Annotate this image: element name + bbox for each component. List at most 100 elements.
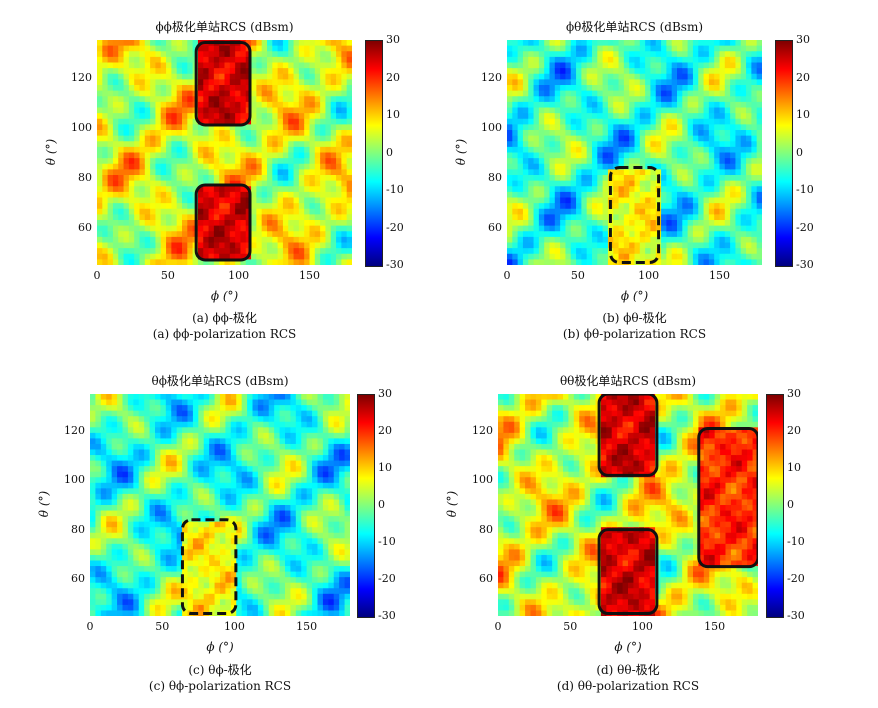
heatmap-cell — [187, 130, 194, 137]
heatmap-cell — [122, 516, 129, 523]
heatmap-cell — [197, 225, 204, 232]
heatmap-cell — [102, 236, 109, 244]
heatmap-cell — [144, 163, 151, 170]
heatmap-cell — [544, 203, 551, 210]
heatmap-cell — [229, 163, 236, 170]
heatmap-cell — [517, 141, 524, 148]
heatmap-cell — [336, 203, 342, 210]
heatmap-cell — [100, 571, 107, 578]
heatmap-cell — [309, 242, 316, 249]
heatmap-cell — [314, 158, 321, 165]
heatmap-cell — [623, 220, 630, 227]
heatmap-cell — [639, 107, 646, 114]
heatmap-cell — [592, 62, 598, 69]
heatmap-cell — [336, 253, 342, 260]
heatmap-cell — [549, 141, 556, 148]
heatmap-cell — [139, 96, 146, 103]
heatmap-cell — [507, 203, 513, 210]
heatmap-cell — [155, 180, 162, 187]
heatmap-cell — [597, 124, 604, 131]
heatmap-cell — [277, 135, 284, 142]
heatmap-cell — [155, 516, 162, 523]
heatmap-cell — [602, 107, 609, 114]
heatmap-cell — [623, 225, 630, 232]
heatmap-cell — [724, 118, 731, 125]
heatmap-cell — [144, 146, 151, 154]
heatmap-cell — [309, 130, 316, 137]
heatmap-cell — [756, 107, 762, 114]
heatmap-cell — [314, 40, 321, 47]
highlight-box — [194, 41, 252, 127]
heatmap-cell — [288, 62, 295, 69]
heatmap-cell — [127, 560, 134, 567]
heatmap-cell — [703, 225, 710, 232]
heatmap-cell — [150, 169, 157, 176]
heatmap-cell — [118, 259, 125, 265]
heatmap-cell — [724, 231, 731, 238]
heatmap-cell — [102, 96, 109, 103]
heatmap-cell — [182, 416, 189, 423]
heatmap-cell — [155, 118, 162, 125]
heatmap-cell — [671, 236, 678, 244]
heatmap-cell — [261, 236, 268, 244]
heatmap-cell — [677, 163, 683, 170]
heatmap-cell — [102, 90, 109, 97]
heatmap-cell — [277, 175, 284, 182]
heatmap-cell — [236, 460, 243, 467]
heatmap-cell — [118, 248, 125, 255]
colorbar-tick-label: 30 — [796, 33, 810, 46]
heatmap-cell — [240, 118, 247, 125]
heatmap-cell — [618, 118, 625, 125]
heatmap-cell — [220, 438, 227, 445]
heatmap-cell — [304, 107, 311, 114]
heatmap-cell — [677, 208, 683, 215]
heatmap-cell — [576, 169, 582, 176]
heatmap-cell — [133, 416, 140, 423]
heatmap-cell — [219, 101, 226, 109]
heatmap-cell — [128, 101, 135, 109]
heatmap-cell — [533, 169, 540, 176]
heatmap-cell — [220, 593, 227, 600]
heatmap-cell — [182, 610, 189, 616]
heatmap-cell — [272, 113, 279, 120]
heatmap-cell — [240, 90, 247, 97]
heatmap-cell — [97, 101, 103, 109]
heatmap-cell — [597, 203, 604, 210]
heatmap-cell — [666, 85, 673, 92]
heatmap-cell — [314, 175, 321, 182]
heatmap-cell — [138, 577, 145, 584]
heatmap-cell — [95, 421, 102, 428]
heatmap-cell — [666, 236, 673, 244]
heatmap-cell — [240, 56, 247, 64]
heatmap-cell — [176, 482, 183, 489]
heatmap-cell — [692, 231, 699, 238]
heatmap-cell — [198, 438, 205, 445]
heatmap-cell — [592, 186, 598, 193]
heatmap-cell — [139, 152, 146, 159]
heatmap-cell — [708, 141, 715, 148]
heatmap-cell — [102, 152, 109, 159]
heatmap-cell — [220, 449, 227, 456]
heatmap-cell — [304, 180, 311, 187]
heatmap-cell — [155, 543, 162, 550]
heatmap-cell — [261, 186, 268, 193]
heatmap-cell — [602, 208, 609, 215]
heatmap-cell — [166, 197, 172, 204]
heatmap-cell — [97, 203, 103, 210]
heatmap-cell — [576, 225, 582, 232]
heatmap-cell — [209, 532, 216, 539]
heatmap-cell — [708, 225, 715, 232]
heatmap-cell — [122, 554, 129, 562]
heatmap-cell — [230, 516, 237, 523]
heatmap-cell — [607, 124, 614, 131]
heatmap-cell — [714, 90, 721, 97]
heatmap-cell — [192, 432, 199, 439]
heatmap-cell — [661, 118, 667, 125]
heatmap-cell — [198, 477, 205, 484]
heatmap-cell — [144, 248, 151, 255]
heatmap-cell — [677, 203, 683, 210]
heatmap-cell — [117, 443, 124, 451]
heatmap-cell — [282, 56, 289, 64]
heatmap-cell — [117, 516, 124, 523]
heatmap-cell — [97, 214, 103, 221]
